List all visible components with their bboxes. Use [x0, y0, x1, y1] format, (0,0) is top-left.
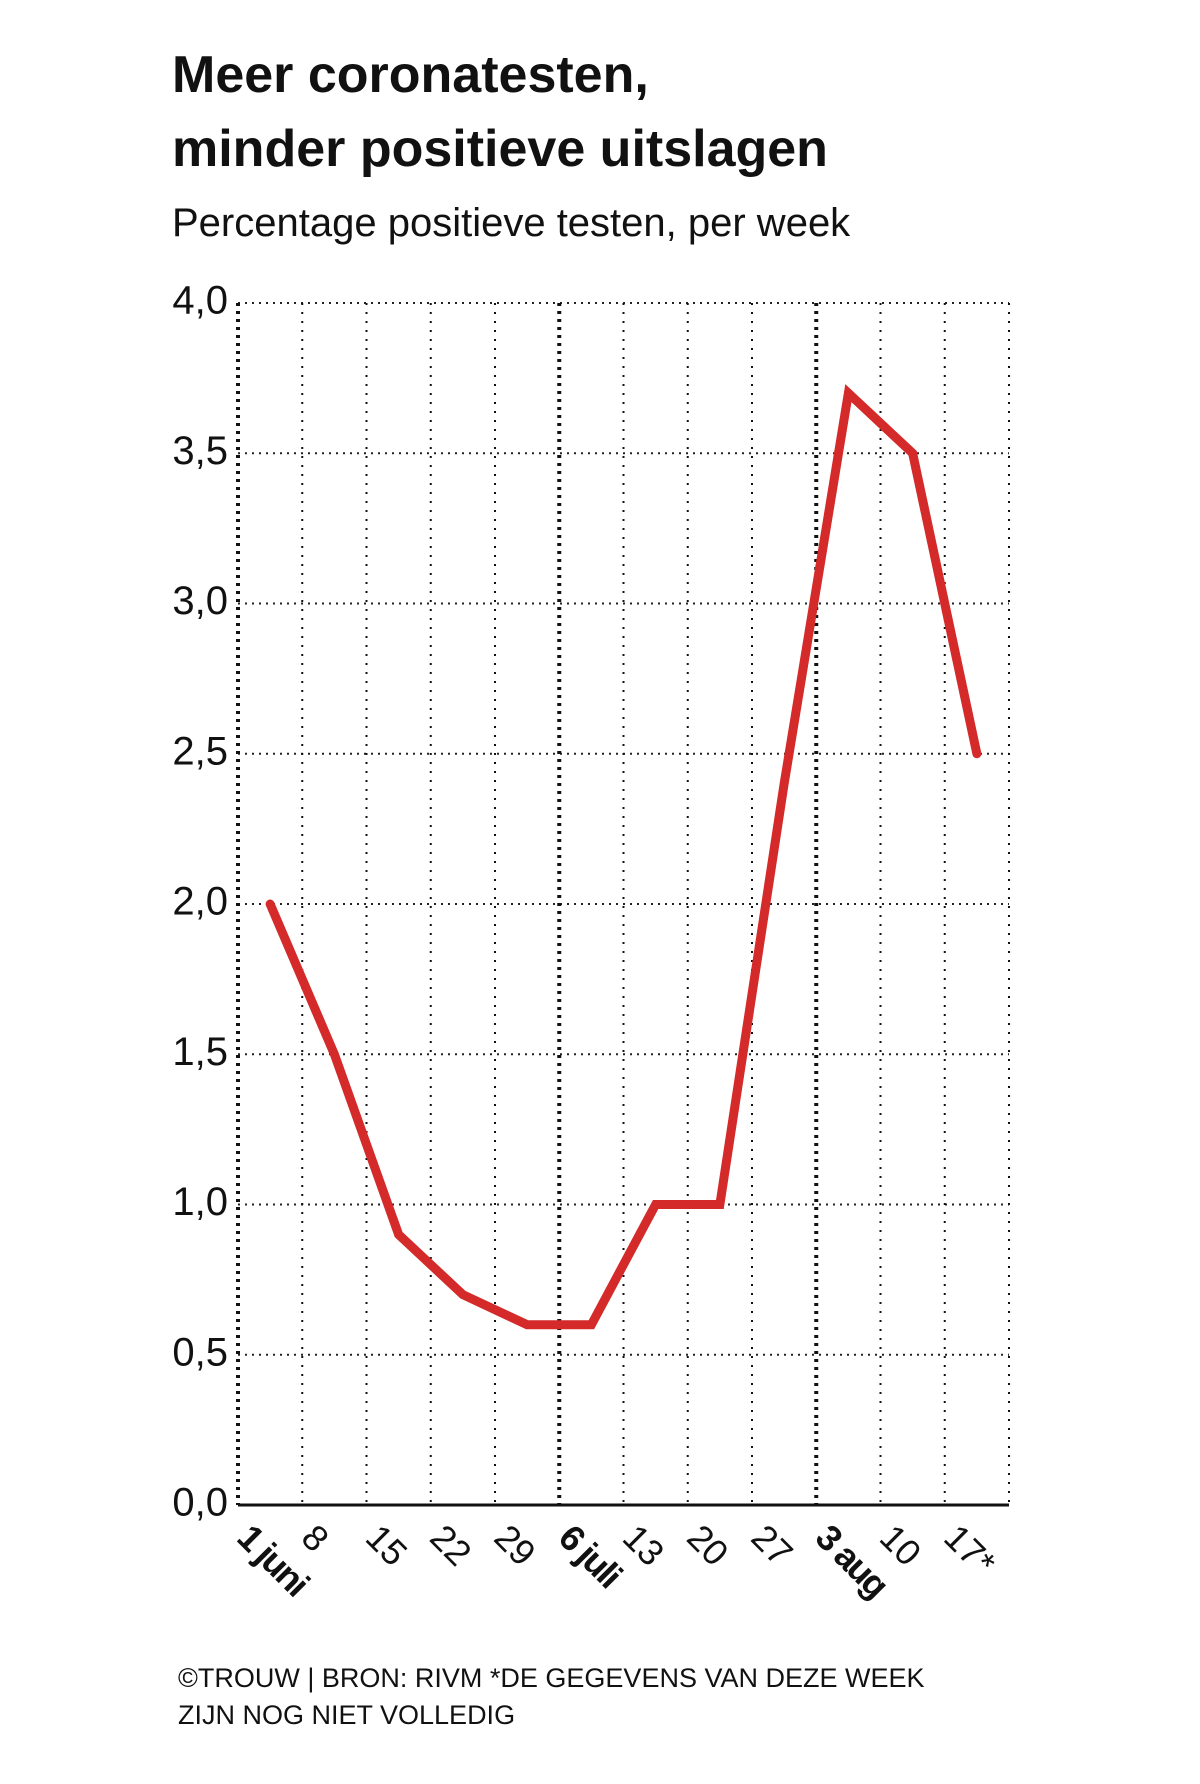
y-tick-label: 2,5 [172, 729, 228, 773]
x-tick-label: 20 [679, 1516, 736, 1573]
footer: ©TROUW | BRON: RIVM *DE GEGEVENS VAN DEZ… [178, 1663, 925, 1693]
x-tick-label: 27 [744, 1516, 801, 1573]
x-tick-label: 22 [422, 1516, 479, 1573]
chart-title: minder positieve uitslagen [172, 120, 828, 178]
y-tick-label: 0,5 [172, 1330, 228, 1374]
x-tick-label: 6 juli [551, 1516, 630, 1595]
x-tick-label: 8 [294, 1516, 337, 1559]
y-tick-label: 3,0 [172, 579, 228, 623]
y-tick-label: 4,0 [172, 279, 228, 323]
data-line [265, 384, 982, 1330]
x-tick-label: 17* [936, 1516, 1003, 1583]
y-tick-label: 2,0 [172, 880, 228, 924]
y-tick-label: 0,0 [172, 1481, 228, 1525]
footer: ZIJN NOG NIET VOLLEDIG [178, 1700, 515, 1730]
y-tick-label: 1,5 [172, 1030, 228, 1074]
x-tick-label: 15 [358, 1516, 415, 1573]
chart-subtitle: Percentage positieve testen, per week [172, 201, 851, 245]
x-tick-label: 29 [487, 1516, 544, 1573]
x-tick-label: 3 aug [808, 1516, 896, 1604]
chart-title: Meer coronatesten, [172, 46, 649, 104]
x-tick-label: 1 juni [230, 1516, 317, 1603]
y-tick-label: 3,5 [172, 429, 228, 473]
y-tick-label: 1,0 [172, 1180, 228, 1224]
